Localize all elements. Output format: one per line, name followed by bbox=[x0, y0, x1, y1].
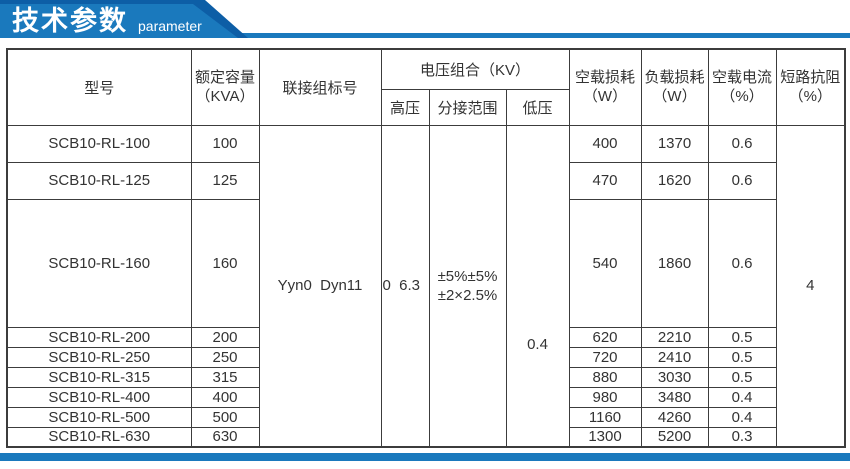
cell-tap-merged: ±5%±5% ±2×2.5% bbox=[428, 124, 507, 448]
cell-load-loss: 1370 bbox=[640, 124, 709, 163]
cell-tap-line2: ±2×2.5% bbox=[437, 286, 498, 304]
cell-no-load-current: 0.5 bbox=[707, 346, 777, 368]
cell-capacity: 125 bbox=[190, 161, 260, 200]
cell-no-load-loss: 620 bbox=[568, 326, 642, 348]
col-header-no-load-loss-line2: （W） bbox=[582, 88, 628, 106]
cell-no-load-current: 0.6 bbox=[707, 198, 777, 328]
cell-model: SCB10-RL-400 bbox=[6, 386, 192, 408]
col-header-tap: 分接范围 bbox=[428, 88, 507, 126]
cell-tap-line1: ±5%±5% bbox=[437, 267, 498, 285]
table-row: SCB10-RL-125 125 470 1620 0.6 bbox=[6, 161, 845, 200]
cell-load-loss: 3480 bbox=[640, 386, 709, 408]
cell-no-load-current: 0.4 bbox=[707, 386, 777, 408]
cell-load-loss: 4260 bbox=[640, 406, 709, 428]
cell-no-load-loss: 880 bbox=[568, 366, 642, 388]
banner-accent-line bbox=[0, 33, 850, 38]
cell-load-loss: 1860 bbox=[640, 198, 709, 328]
col-header-voltage-group: 电压组合（KV） bbox=[380, 48, 570, 90]
col-header-connection: 联接组标号 bbox=[258, 48, 382, 126]
col-header-impedance: 短路抗阻 （%） bbox=[775, 48, 846, 126]
cell-capacity: 250 bbox=[190, 346, 260, 368]
cell-load-loss: 2210 bbox=[640, 326, 709, 348]
cell-connection-merged: Yyn0 Dyn11 bbox=[258, 124, 382, 448]
cell-no-load-loss: 1160 bbox=[568, 406, 642, 428]
cell-load-loss: 1620 bbox=[640, 161, 709, 200]
col-header-capacity-line2: （KVA） bbox=[195, 88, 255, 106]
banner-text: 技术参数 parameter bbox=[12, 0, 202, 38]
col-header-load-loss-line1: 负载损耗 bbox=[644, 69, 705, 87]
cell-hv-merged: 0 6.3 bbox=[380, 124, 430, 448]
cell-model: SCB10-RL-500 bbox=[6, 406, 192, 428]
cell-capacity: 315 bbox=[190, 366, 260, 388]
table-row: SCB10-RL-400 400 980 3480 0.4 bbox=[6, 386, 845, 408]
cell-no-load-loss: 540 bbox=[568, 198, 642, 328]
cell-model: SCB10-RL-630 bbox=[6, 426, 192, 448]
table-row: SCB10-RL-200 200 620 2210 0.5 bbox=[6, 326, 845, 348]
cell-no-load-loss: 400 bbox=[568, 124, 642, 163]
cell-capacity: 400 bbox=[190, 386, 260, 408]
col-header-no-load-loss: 空载损耗 （W） bbox=[568, 48, 642, 126]
cell-load-loss: 5200 bbox=[640, 426, 709, 448]
col-header-capacity-line1: 额定容量 bbox=[194, 69, 255, 87]
col-header-no-load-current: 空载电流 （%） bbox=[707, 48, 777, 126]
col-header-impedance-line1: 短路抗阻 bbox=[780, 69, 841, 87]
col-header-hv: 高压 bbox=[380, 88, 430, 126]
bottom-accent-bar bbox=[0, 453, 850, 461]
col-header-load-loss: 负载损耗 （W） bbox=[640, 48, 709, 126]
cell-no-load-loss: 980 bbox=[568, 386, 642, 408]
cell-impedance-merged: 4 bbox=[775, 124, 846, 448]
table-row: SCB10-RL-500 500 1160 4260 0.4 bbox=[6, 406, 845, 428]
table-row: SCB10-RL-250 250 720 2410 0.5 bbox=[6, 346, 845, 368]
cell-capacity: 500 bbox=[190, 406, 260, 428]
col-header-load-loss-line2: （W） bbox=[652, 88, 697, 106]
cell-lv-merged: 0.4 bbox=[505, 124, 570, 448]
cell-no-load-current: 0.5 bbox=[707, 366, 777, 388]
cell-no-load-current: 0.6 bbox=[707, 124, 777, 163]
cell-no-load-loss: 1300 bbox=[568, 426, 642, 448]
cell-no-load-loss: 470 bbox=[568, 161, 642, 200]
cell-no-load-current: 0.6 bbox=[707, 161, 777, 200]
header-row-1: 型号 额定容量 （KVA） 联接组标号 电压组合（KV） 空载损耗 （W） 负载… bbox=[6, 48, 846, 126]
page-subtitle: parameter bbox=[138, 18, 202, 34]
table-header: 型号 额定容量 （KVA） 联接组标号 电压组合（KV） 空载损耗 （W） 负载… bbox=[6, 48, 846, 126]
table-row: SCB10-RL-315 315 880 3030 0.5 bbox=[6, 366, 845, 388]
table-row: SCB10-RL-100 100 Yyn0 Dyn11 0 6.3 ±5%±5%… bbox=[6, 124, 846, 448]
table-row: SCB10-RL-160 160 540 1860 0.6 bbox=[6, 198, 845, 328]
banner-main-shape bbox=[0, 4, 238, 38]
col-header-no-load-current-line2: （%） bbox=[720, 88, 764, 106]
cell-load-loss: 2410 bbox=[640, 346, 709, 368]
cell-no-load-current: 0.5 bbox=[707, 326, 777, 348]
cell-capacity: 630 bbox=[190, 426, 260, 448]
cell-model: SCB10-RL-200 bbox=[6, 326, 192, 348]
col-header-capacity: 额定容量 （KVA） bbox=[190, 48, 260, 126]
col-header-no-load-loss-line1: 空载损耗 bbox=[575, 69, 636, 87]
table-row: SCB10-RL-630 630 1300 5200 0.3 bbox=[6, 426, 845, 448]
col-header-lv: 低压 bbox=[505, 88, 570, 126]
cell-model: SCB10-RL-250 bbox=[6, 346, 192, 368]
spec-table: 型号 额定容量 （KVA） 联接组标号 电压组合（KV） 空载损耗 （W） 负载… bbox=[6, 48, 847, 448]
cell-capacity: 200 bbox=[190, 326, 260, 348]
cell-model: SCB10-RL-315 bbox=[6, 366, 192, 388]
cell-capacity: 160 bbox=[190, 198, 260, 328]
cell-no-load-current: 0.3 bbox=[707, 426, 777, 448]
page-title: 技术参数 bbox=[12, 6, 128, 36]
cell-model: SCB10-RL-100 bbox=[6, 124, 192, 163]
cell-model: SCB10-RL-125 bbox=[6, 161, 192, 200]
header-row-2: 高压 分接范围 低压 bbox=[7, 88, 845, 126]
cell-no-load-current: 0.4 bbox=[707, 406, 777, 428]
cell-capacity: 100 bbox=[190, 124, 260, 163]
cell-no-load-loss: 720 bbox=[568, 346, 642, 368]
table-body: SCB10-RL-100 100 Yyn0 Dyn11 0 6.3 ±5%±5%… bbox=[6, 124, 846, 448]
col-header-model: 型号 bbox=[6, 48, 192, 126]
cell-model: SCB10-RL-160 bbox=[6, 198, 192, 328]
col-header-no-load-current-line1: 空载电流 bbox=[712, 69, 773, 87]
cell-load-loss: 3030 bbox=[640, 366, 709, 388]
banner: 技术参数 parameter bbox=[0, 0, 850, 46]
col-header-impedance-line2: （%） bbox=[788, 88, 832, 106]
